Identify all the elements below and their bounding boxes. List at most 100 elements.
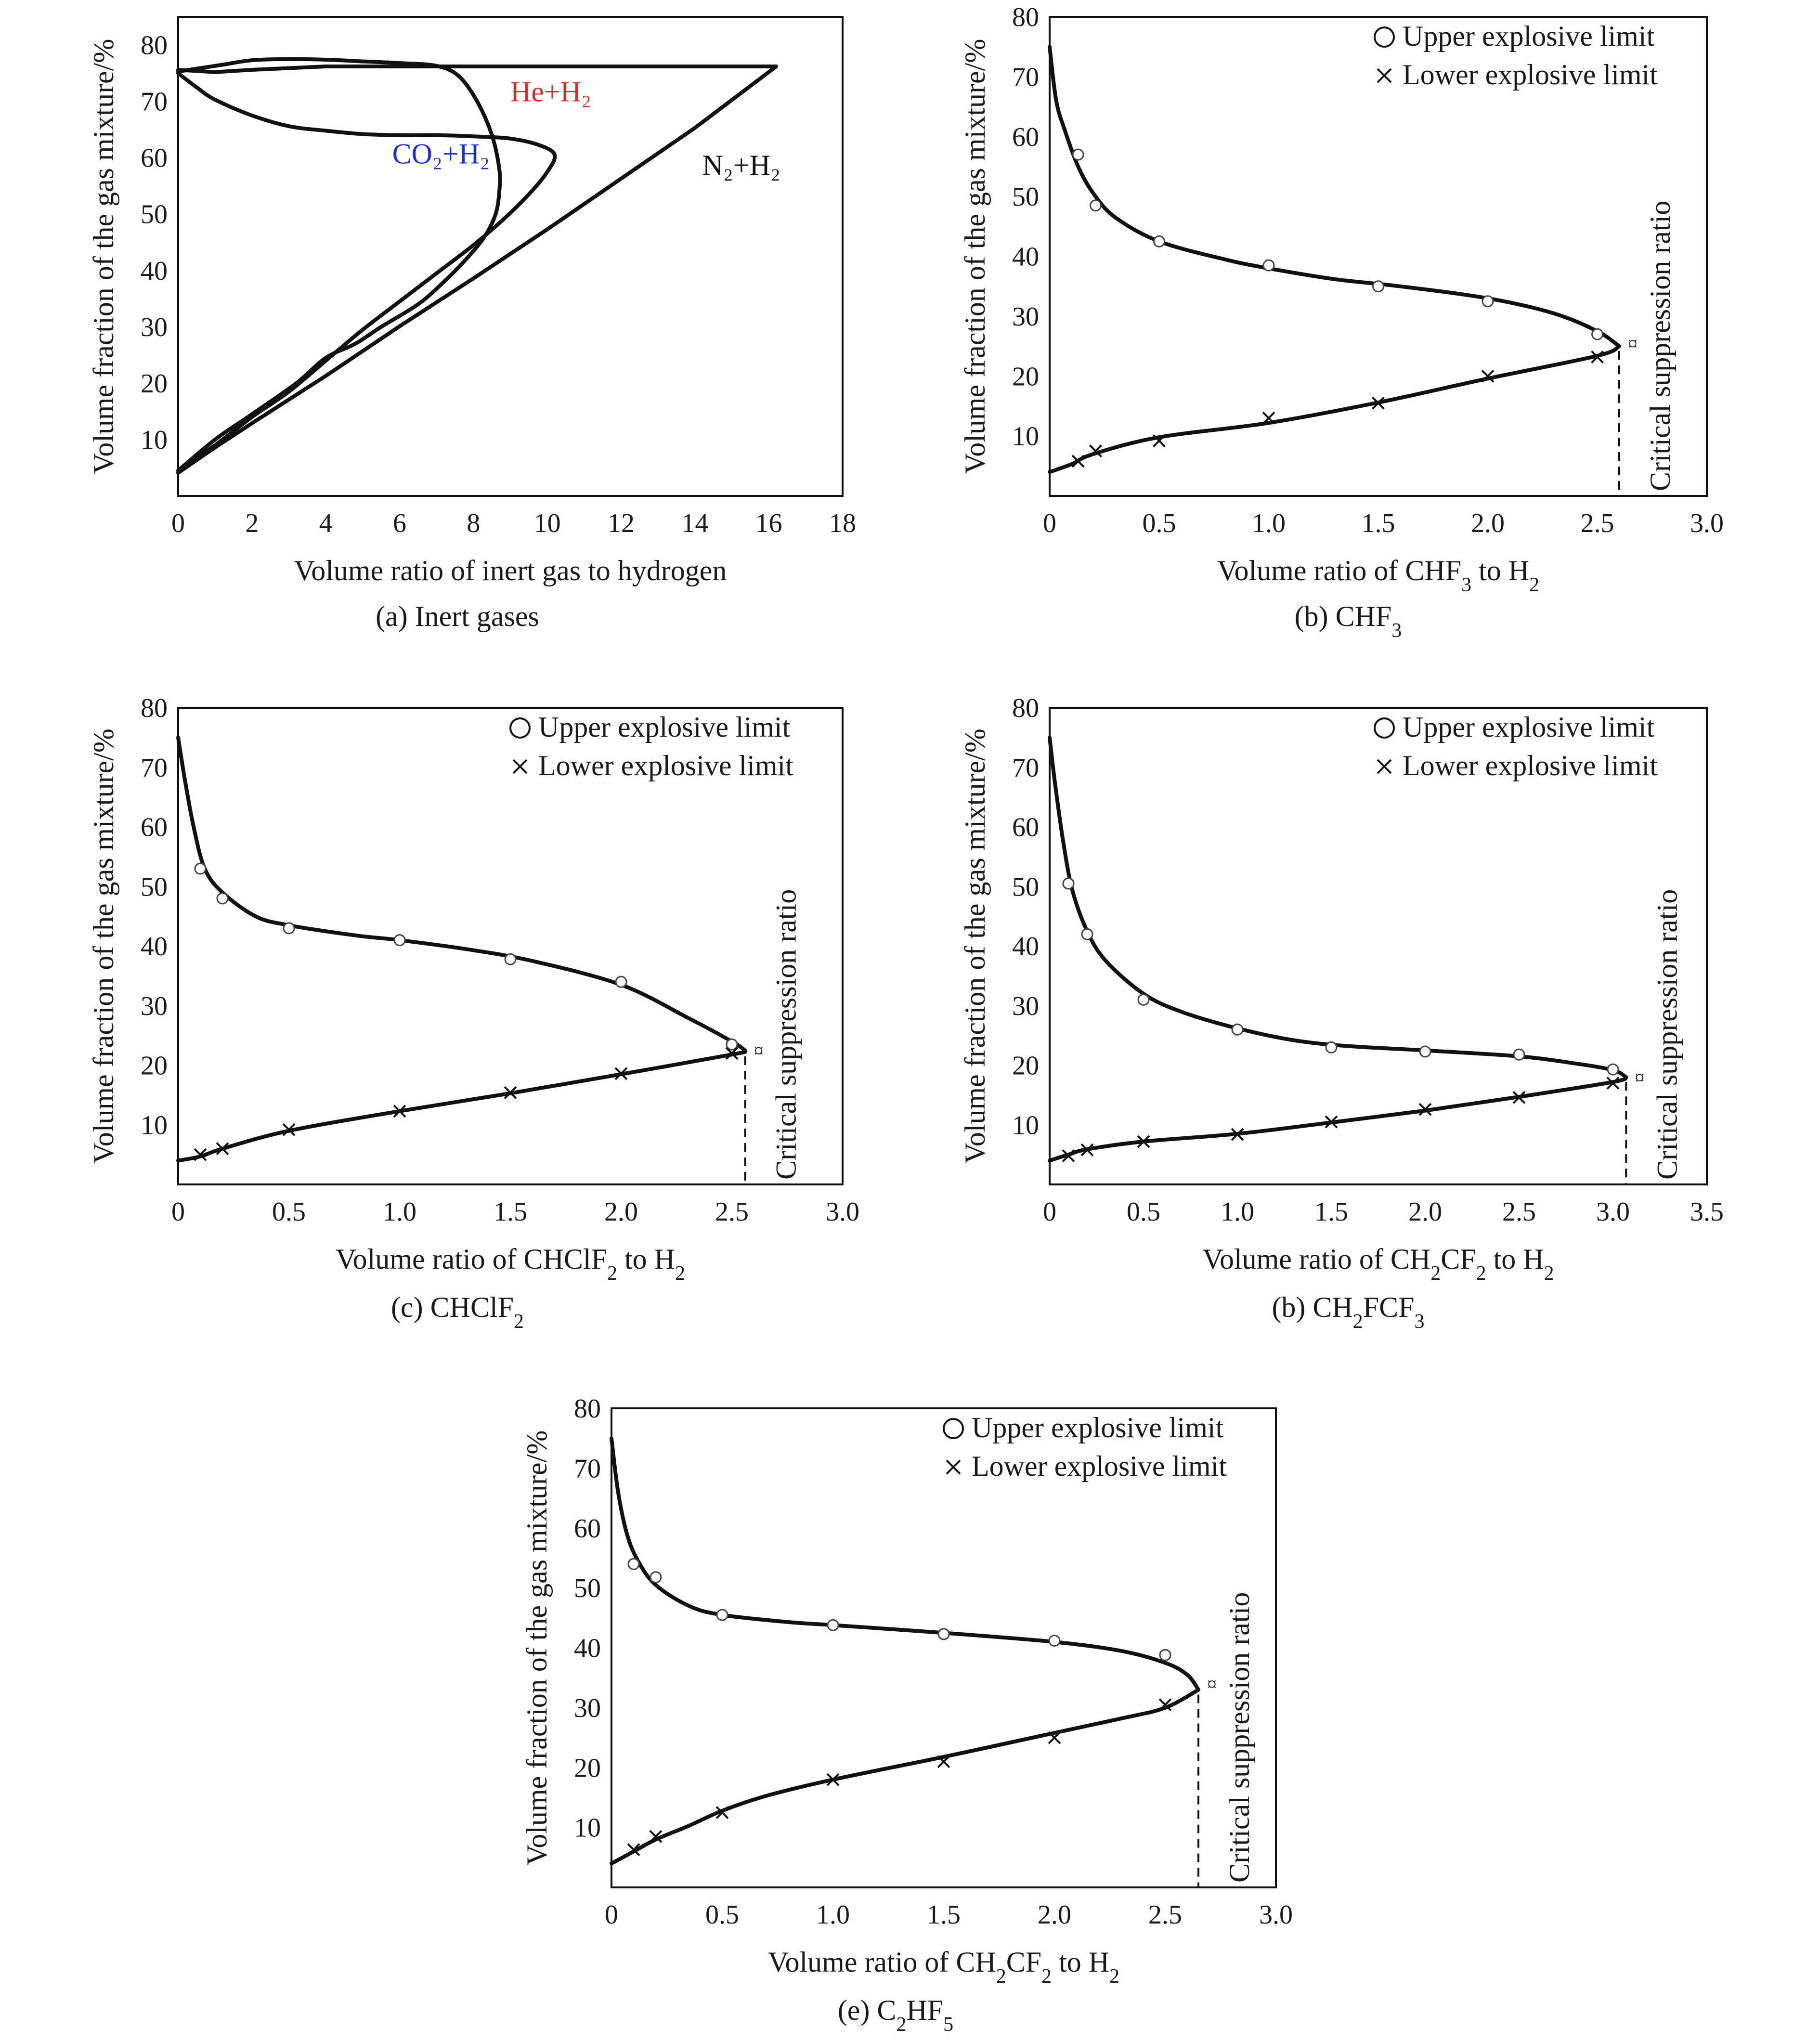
y-tick-label: 10 [141,425,168,455]
x-tick-label: 1.5 [927,1900,961,1930]
y-tick-label: 10 [141,1110,168,1140]
x-tick-label: 0 [1043,1197,1056,1227]
upper-limit-point [937,1628,950,1640]
lower-limit-point [1262,411,1275,425]
x-tick-label: 4 [319,508,333,538]
lower-limit-point [1231,1128,1244,1141]
x-tick-label: 1.5 [1362,508,1395,538]
upper-limit-curve [1048,735,1628,1079]
x-tick-label: 2.5 [1148,1900,1182,1930]
legend: Upper explosive limit Lower explosive lim… [1374,711,1658,781]
y-tick-label: 80 [1012,2,1039,32]
critical-ratio-label: Critical suppression ratio [770,889,802,1180]
plot-frame [611,1407,1277,1888]
x-tick-label: 3.0 [826,1197,859,1227]
critical-ratio-label: Critical suppression ratio [1644,201,1676,491]
x-axis-label: Volume ratio of inert gas to hydrogen [294,555,727,586]
x-tick-label: 18 [829,508,856,538]
x-tick-label: 2.0 [604,1197,638,1227]
lower-limit-point [194,1148,207,1161]
y-tick-label: 60 [141,143,168,173]
x-tick-label: 2.0 [1471,508,1505,538]
lower-limit-point [725,1047,739,1060]
x-tick-label: 0.5 [705,1900,739,1930]
series-line [176,65,778,475]
panel-caption: (b) CHF3 [1295,600,1402,642]
upper-limit-point [1607,1063,1619,1076]
panel-caption: (e) C2HF5 [838,1994,953,2036]
y-tick-label: 80 [141,31,168,61]
upper-limit-point [1081,928,1093,940]
y-tick-label: 30 [141,991,168,1021]
y-tick-label: 20 [141,369,168,399]
y-tick-label: 70 [1012,753,1039,783]
legend-cross-icon [1377,759,1392,774]
lower-limit-point [627,1843,640,1857]
y-tick-label: 30 [1012,302,1039,332]
lower-limit-point [216,1142,229,1156]
upper-limit-point [615,975,627,988]
y-tick-label: 10 [1012,1110,1039,1140]
y-tick-label: 50 [141,200,168,230]
upper-limit-curve [176,735,747,1053]
y-tick-label: 20 [1012,1051,1039,1081]
upper-limit-point [1513,1048,1525,1061]
lower-limit-point [1080,1143,1094,1157]
upper-limit-point [1262,259,1275,272]
x-tick-label: 3.0 [1596,1197,1630,1227]
lower-limit-point [826,1773,840,1786]
x-axis-label: Volume ratio of CHClF2 to H2 [336,1243,685,1285]
plot-frame [1049,707,1708,1185]
x-tick-label: 0 [1043,508,1056,538]
legend: Upper explosive limit Lower explosive lim… [943,1412,1227,1482]
y-tick-label: 50 [141,872,168,902]
upper-limit-point [283,922,295,935]
upper-limit-point [1419,1045,1431,1058]
lower-limit-point [504,1086,517,1099]
y-tick-label: 70 [1012,62,1039,92]
upper-limit-point [1372,280,1384,293]
x-tick-label: 16 [755,508,782,538]
series-line [176,57,502,473]
legend-upper-label: Upper explosive limit [538,711,791,743]
upper-limit-point [1325,1041,1338,1053]
y-tick-label: 20 [141,1051,168,1081]
upper-limit-point [650,1571,662,1584]
upper-limit-curve [1048,45,1621,349]
lower-limit-curve [610,1688,1200,1866]
x-tick-label: 1.0 [1221,1197,1254,1227]
upper-limit-point [627,1558,640,1570]
critical-point-marker: ¤ [1635,1066,1644,1088]
plot-frame [1049,16,1708,497]
panel-b: 0 0.5 1.0 1.5 2.0 2.5 3.0 10 20 30 40 50 60 70 80 Volum… [959,2,1724,642]
critical-point-marker: ¤ [1628,333,1638,354]
y-tick-label: 70 [141,87,168,117]
legend-lower-label: Lower explosive limit [1403,750,1658,781]
legend-circle-icon [1374,26,1395,48]
legend-upper-label: Upper explosive limit [1403,20,1655,52]
legend-circle-icon [943,1418,964,1439]
series-label: He+H₂ [510,76,591,108]
x-tick-label: 8 [467,508,480,538]
y-tick-label: 80 [1012,693,1039,723]
upper-limit-point [504,953,517,965]
x-tick-label: 1.0 [816,1900,850,1930]
x-tick-label: 1.0 [383,1197,416,1227]
legend-cross-icon [512,759,528,774]
lower-limit-curve [1048,1075,1628,1163]
lower-limit-point [937,1755,950,1768]
panel-a: 0 2 4 6 8 10 12 14 16 18 10 20 30 40 50 60 70 80 Volume ra… [88,16,856,632]
x-tick-label: 6 [393,508,406,538]
y-tick-label: 40 [574,1634,601,1664]
y-tick-label: 20 [574,1753,601,1783]
series-label: CO₂+H₂ [392,138,490,169]
upper-limit-point [1482,295,1494,308]
plot-frame [177,16,844,497]
panel-caption: (b) CH2FCF3 [1272,1291,1424,1333]
upper-limit-point [1072,148,1084,161]
series-label: N₂+H₂ [702,149,780,181]
y-tick-label: 70 [574,1454,601,1483]
x-tick-label: 2 [245,508,259,538]
legend-circle-icon [1374,717,1395,739]
x-tick-label: 14 [681,508,708,538]
